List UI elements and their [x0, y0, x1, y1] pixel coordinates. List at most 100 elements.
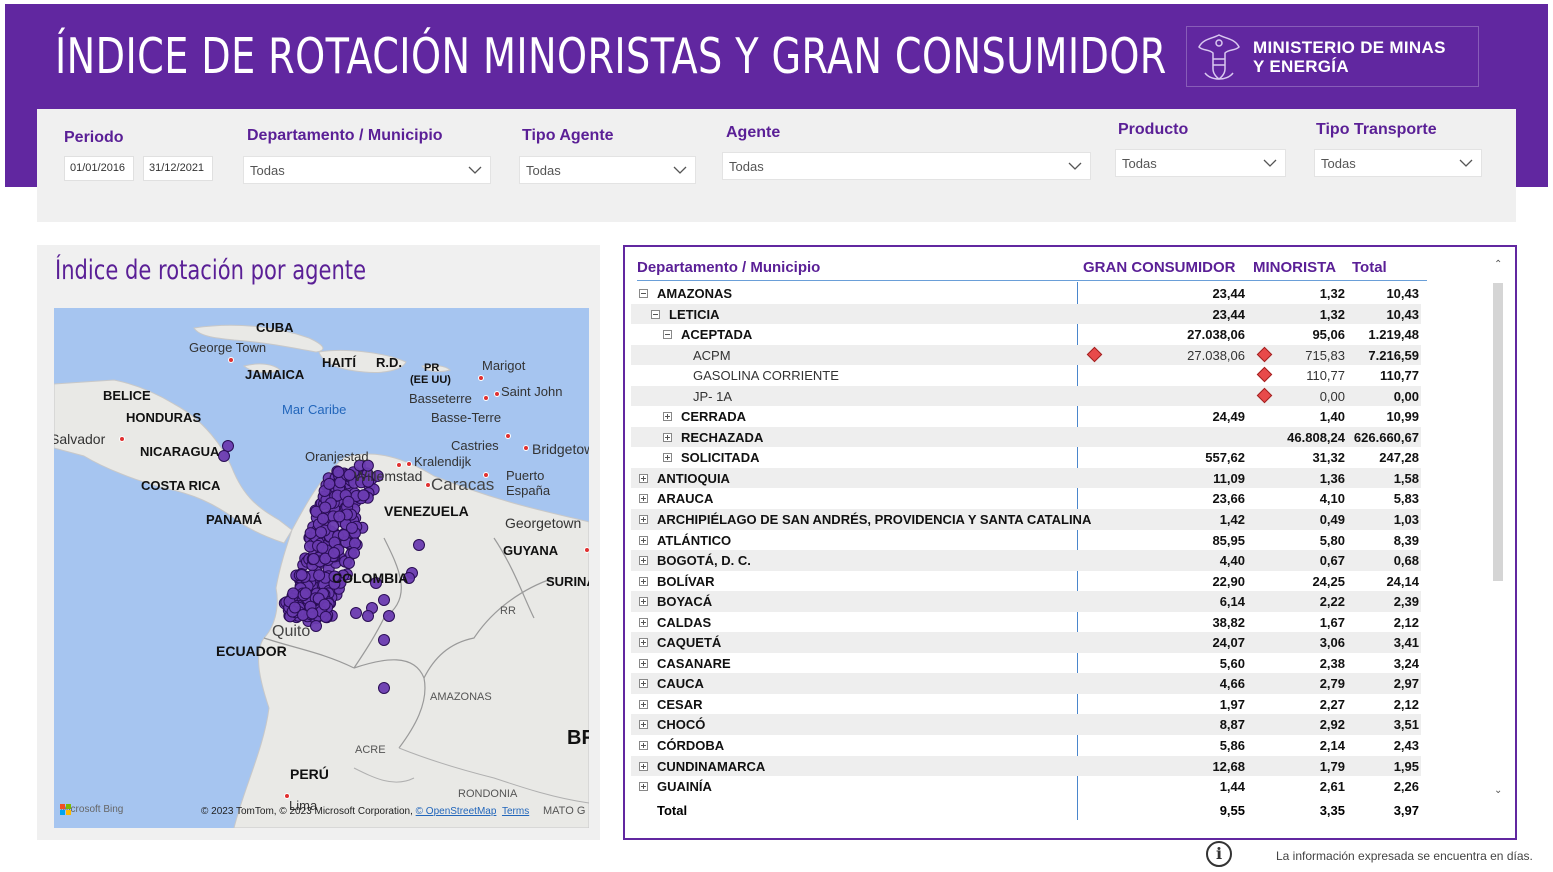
agent-marker[interactable] — [348, 547, 360, 559]
table-row[interactable]: RECHAZADA 46.808,24 626.660,67 — [631, 426, 1421, 448]
agent-marker[interactable] — [413, 539, 425, 551]
info-icon[interactable]: i — [1206, 841, 1232, 867]
expand-icon[interactable] — [639, 782, 648, 792]
agent-marker[interactable] — [361, 459, 374, 472]
header-departamento[interactable]: Departamento / Municipio — [637, 259, 821, 276]
scroll-thumb[interactable] — [1493, 283, 1503, 581]
agent-marker[interactable] — [319, 501, 332, 514]
agente-dropdown[interactable]: Todas — [722, 152, 1091, 180]
expand-icon[interactable] — [639, 556, 648, 566]
expand-icon[interactable] — [639, 699, 648, 709]
table-row[interactable]: BOLÍVAR 22,90 24,25 24,14 — [631, 571, 1421, 592]
table-row[interactable]: LETICIA 23,44 1,32 10,43 — [631, 303, 1421, 325]
table-row[interactable]: GUAINÍA 1,44 2,61 2,26 — [631, 776, 1421, 797]
agent-marker[interactable] — [378, 634, 390, 646]
table-row[interactable]: ANTIOQUIA 11,09 1,36 1,58 — [631, 467, 1421, 489]
expand-icon[interactable] — [639, 473, 648, 483]
agent-marker[interactable] — [218, 450, 230, 462]
collapse-icon[interactable] — [639, 289, 648, 298]
agent-marker[interactable] — [288, 601, 301, 614]
table-row[interactable]: BOGOTÁ, D. C. 4,40 0,67 0,68 — [631, 550, 1421, 571]
agent-marker[interactable] — [319, 610, 332, 623]
agent-marker[interactable] — [313, 569, 326, 582]
agent-marker[interactable] — [343, 468, 356, 481]
table-row[interactable]: CAUCA 4,66 2,79 2,97 — [631, 673, 1421, 694]
agent-marker[interactable] — [342, 495, 355, 508]
expand-icon[interactable] — [639, 761, 648, 771]
table-row[interactable]: CAQUETÁ 24,07 3,06 3,41 — [631, 632, 1421, 653]
table-row[interactable]: CASANARE 5,60 2,38 3,24 — [631, 653, 1421, 674]
table-row[interactable]: ACEPTADA 27.038,06 95,06 1.219,48 — [631, 324, 1421, 345]
table-row[interactable]: ATLÁNTICO 85,95 5,80 8,39 — [631, 530, 1421, 551]
agent-marker[interactable] — [317, 512, 329, 525]
terms-link[interactable]: Terms — [501, 806, 530, 817]
agent-marker[interactable] — [378, 594, 390, 606]
header-gran-consumidor[interactable]: GRAN CONSUMIDOR — [1083, 259, 1236, 276]
expand-icon[interactable] — [639, 638, 648, 648]
osm-link[interactable]: © OpenStreetMap — [415, 806, 497, 817]
agent-marker[interactable] — [319, 552, 332, 565]
table-row[interactable]: GASOLINA CORRIENTE 110,77 110,77 — [631, 365, 1421, 386]
agent-marker[interactable] — [304, 527, 317, 540]
agent-marker[interactable] — [307, 553, 320, 565]
table-row[interactable]: BOYACÁ 6,14 2,22 2,39 — [631, 591, 1421, 612]
agent-marker[interactable] — [316, 541, 329, 554]
agent-marker[interactable] — [371, 470, 384, 482]
agent-marker[interactable] — [378, 682, 390, 694]
expand-icon[interactable] — [639, 720, 648, 730]
collapse-icon[interactable] — [651, 309, 660, 319]
table-row[interactable]: CERRADA 24,49 1,40 10,99 — [631, 406, 1421, 427]
start-date-input[interactable]: 01/01/2016 — [64, 156, 134, 181]
expand-icon[interactable] — [663, 412, 672, 422]
end-date-input[interactable]: 31/12/2021 — [143, 156, 213, 181]
expand-icon[interactable] — [639, 741, 648, 751]
map-view[interactable]: CUBA George Town HAITÍ R.D. PR (EE UU) M… — [54, 308, 589, 828]
table-row[interactable]: CÓRDOBA 5,86 2,14 2,43 — [631, 735, 1421, 756]
table-row[interactable]: SOLICITADA 557,62 31,32 247,28 — [631, 447, 1421, 468]
agent-marker[interactable] — [328, 570, 341, 583]
expand-icon[interactable] — [639, 597, 648, 607]
scroll-down-icon[interactable]: ⌄ — [1494, 785, 1503, 796]
expand-icon[interactable] — [639, 617, 648, 627]
table-row[interactable]: AMAZONAS 23,44 1,32 10,43 — [631, 283, 1421, 304]
table-row[interactable]: ACPM 27.038,06 715,83 7.216,59 — [631, 344, 1421, 366]
agent-marker[interactable] — [333, 510, 346, 523]
expand-icon[interactable] — [639, 658, 648, 668]
agent-marker[interactable] — [350, 607, 362, 619]
table-row[interactable]: JP- 1A 0,00 0,00 — [631, 385, 1421, 407]
agent-marker[interactable] — [299, 587, 312, 600]
agent-marker[interactable] — [318, 598, 331, 611]
agent-marker[interactable] — [343, 557, 355, 569]
agent-marker[interactable] — [337, 529, 350, 542]
expand-icon[interactable] — [639, 679, 648, 689]
table-row[interactable]: CUNDINAMARCA 12,68 1,79 1,95 — [631, 755, 1421, 777]
agent-marker[interactable] — [370, 577, 382, 589]
expand-icon[interactable] — [639, 535, 648, 545]
agent-marker[interactable] — [295, 569, 308, 581]
agent-marker[interactable] — [357, 489, 370, 502]
agent-marker[interactable] — [315, 526, 327, 539]
collapse-icon[interactable] — [663, 330, 672, 340]
agent-marker[interactable] — [362, 610, 374, 622]
agent-marker[interactable] — [306, 607, 319, 620]
departamento-dropdown[interactable]: Todas — [243, 156, 491, 184]
table-row[interactable]: ARCHIPIÉLAGO DE SAN ANDRÉS, PROVIDENCIA … — [631, 509, 1421, 530]
agent-marker[interactable] — [362, 475, 375, 488]
header-total[interactable]: Total — [1352, 259, 1387, 276]
table-scrollbar[interactable]: ⌃ ⌄ — [1493, 251, 1503, 807]
header-minorista[interactable]: MINORISTA — [1253, 259, 1337, 276]
table-row[interactable]: CHOCÓ 8,87 2,92 3,51 — [631, 714, 1421, 736]
agent-marker[interactable] — [332, 466, 345, 479]
table-row[interactable]: CALDAS 38,82 1,67 2,12 — [631, 612, 1421, 633]
agent-marker[interactable] — [346, 521, 358, 534]
tipo-agente-dropdown[interactable]: Todas — [519, 156, 696, 184]
producto-dropdown[interactable]: Todas — [1115, 149, 1286, 177]
expand-icon[interactable] — [639, 515, 648, 525]
agent-marker[interactable] — [383, 610, 395, 622]
table-row[interactable]: CESAR 1,97 2,27 2,12 — [631, 694, 1421, 715]
agent-marker[interactable] — [323, 477, 336, 490]
expand-icon[interactable] — [639, 576, 648, 586]
expand-icon[interactable] — [663, 453, 672, 463]
agent-marker[interactable] — [403, 572, 415, 584]
scroll-up-icon[interactable]: ⌃ — [1494, 259, 1503, 270]
